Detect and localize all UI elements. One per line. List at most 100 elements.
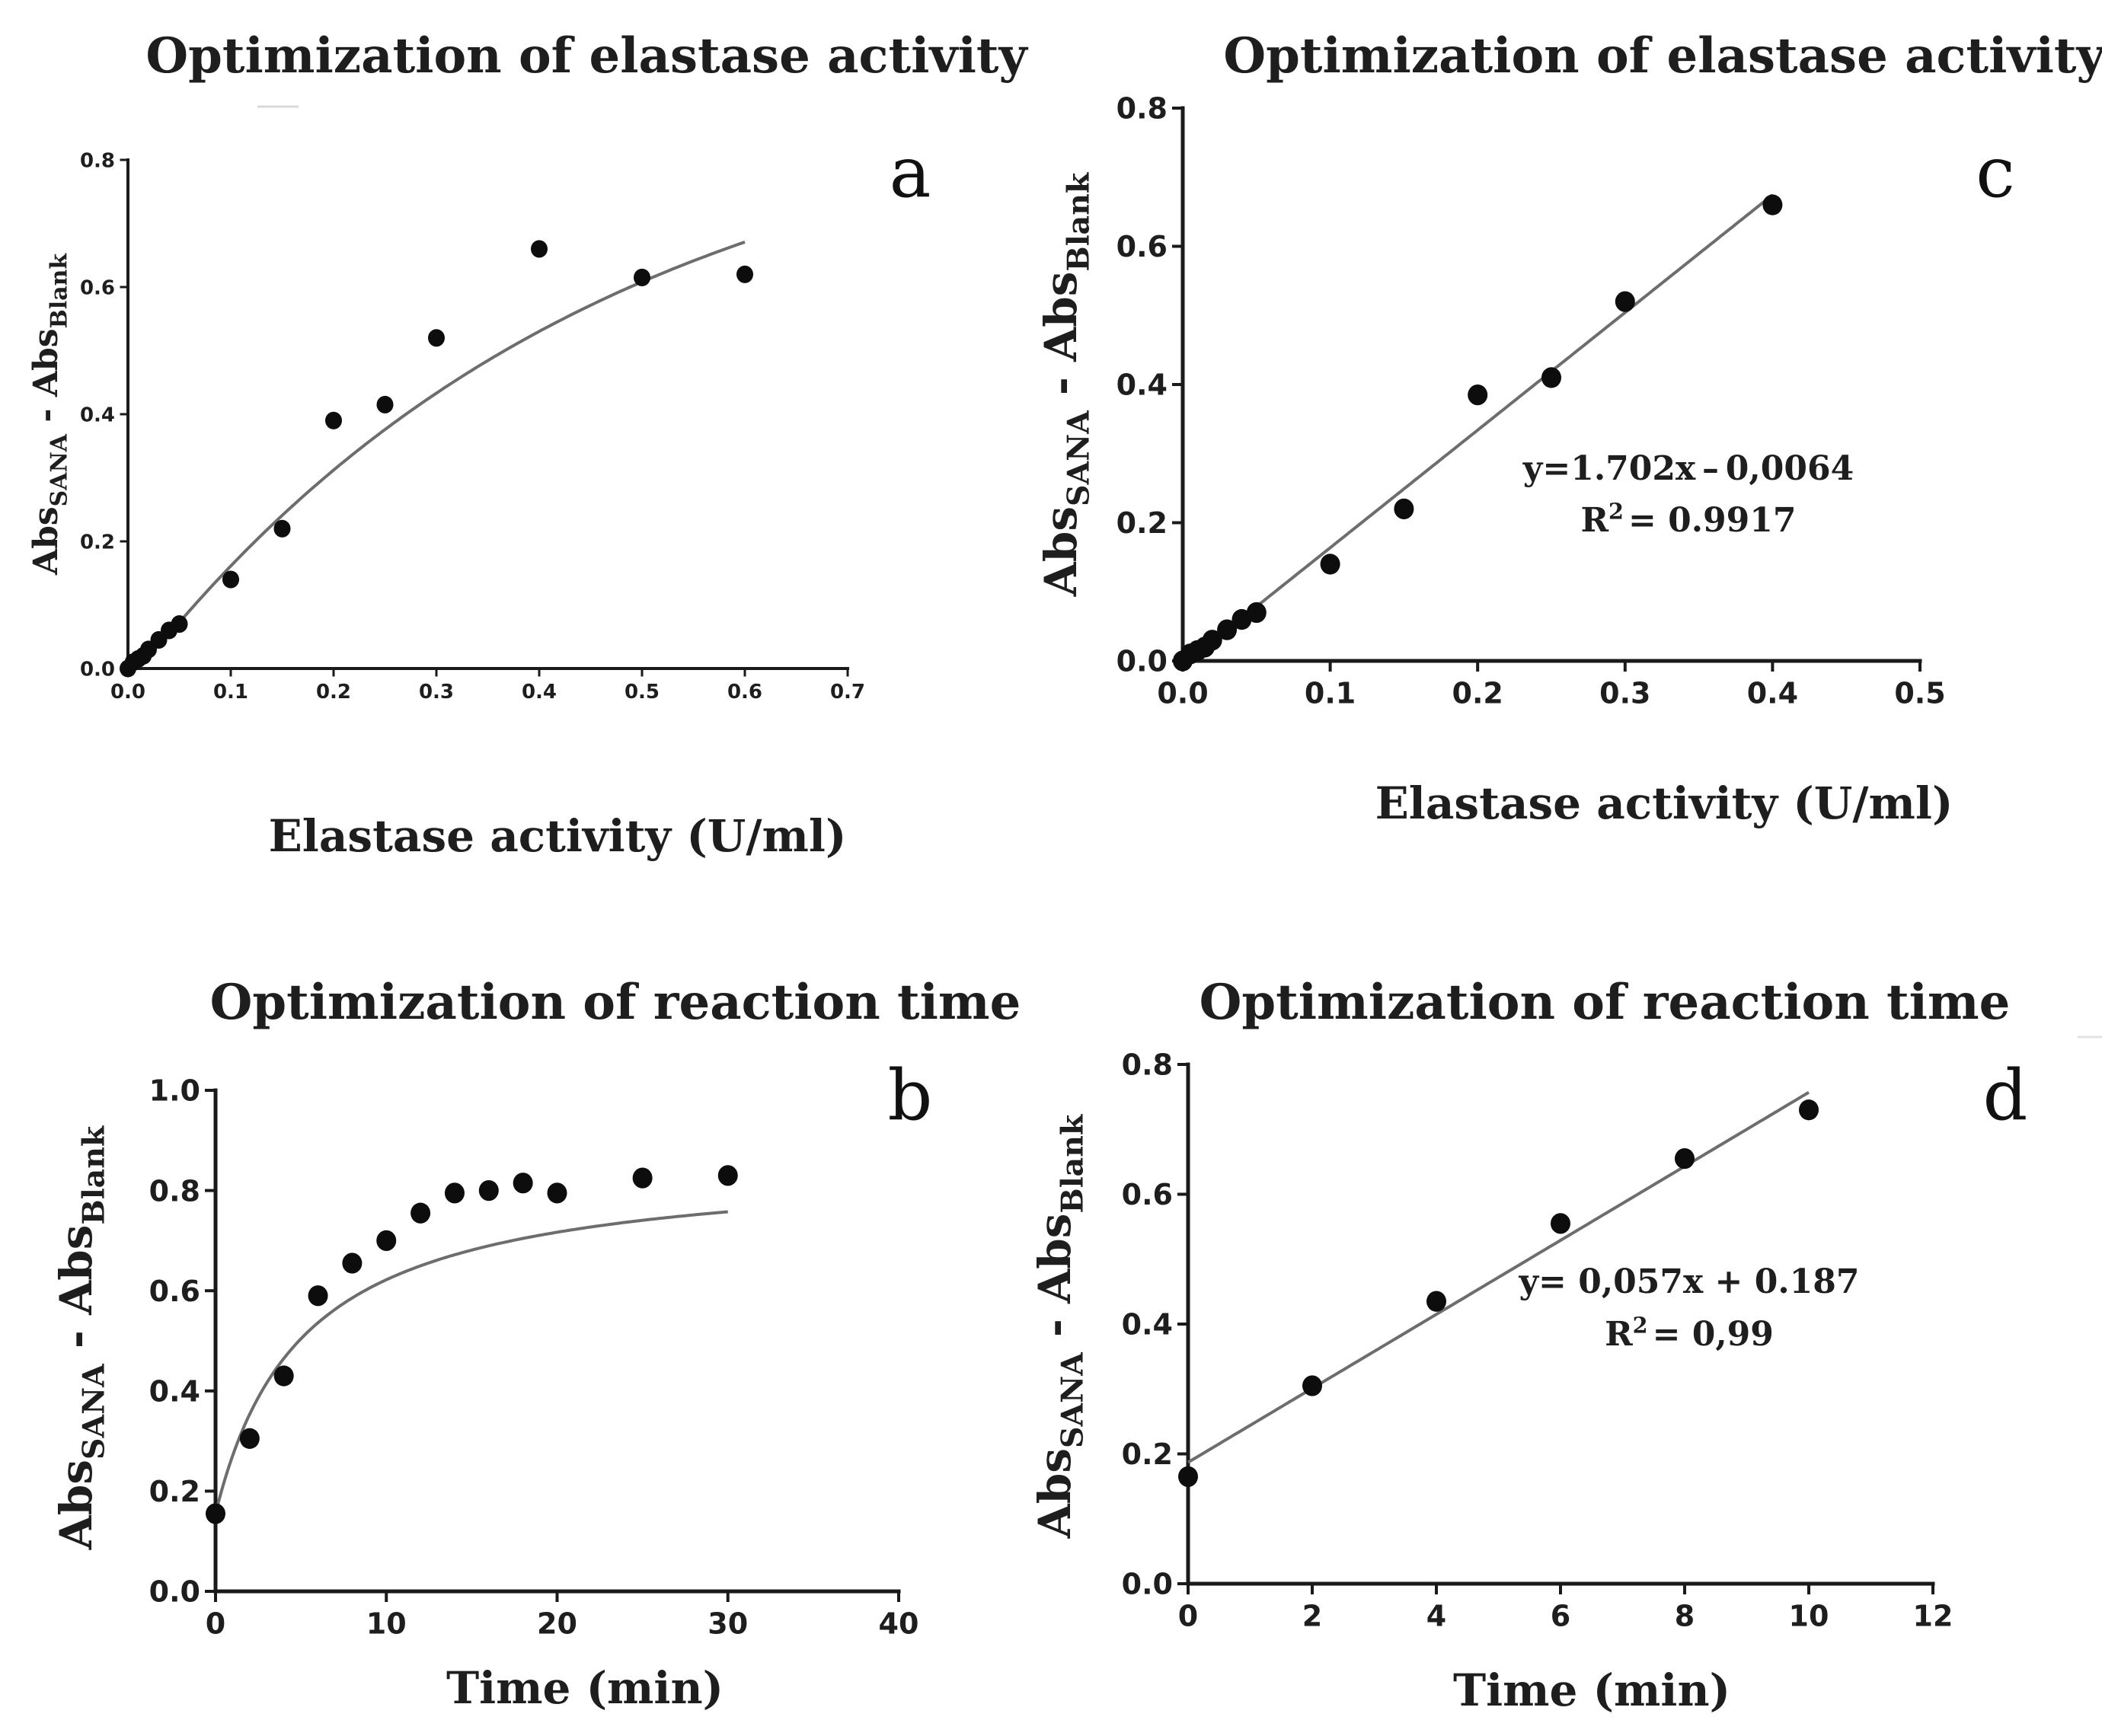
- y-tick-label: 0.2: [149, 1475, 200, 1508]
- data-point: [1615, 291, 1635, 312]
- y-label-minus-abs: - Abs: [50, 1225, 102, 1364]
- data-point: [410, 1202, 431, 1224]
- chart-panel-a: Optimization of elastase activity a 0.0 0.1…: [27, 27, 1028, 862]
- x-tick-label: 2: [1302, 1600, 1322, 1633]
- y-label-sub-blank: Blank: [1061, 172, 1096, 272]
- y-tick-label: 0.2: [1116, 506, 1168, 540]
- y-tick-label: 0.6: [80, 276, 115, 299]
- y-label-sub-blank: Blank: [46, 253, 72, 329]
- y-tick-label: 0.0: [1122, 1568, 1173, 1601]
- chart-panel-d: Optimization of reaction time d 0 2 4 6 8 10 12 0…: [1029, 974, 2027, 1716]
- data-point: [531, 240, 548, 258]
- r-squared-value: = 0,99: [1653, 1315, 1774, 1354]
- x-tick-label: 0.2: [1452, 677, 1503, 710]
- y-axis-label: AbsSANA - AbsBlank: [1035, 172, 1096, 597]
- y-tick-label: 0.6: [149, 1275, 200, 1308]
- y-tick-label: 0.0: [80, 658, 115, 681]
- data-point: [1551, 1213, 1570, 1234]
- panel-label: a: [890, 132, 931, 213]
- r-squared-r: R: [1580, 501, 1608, 540]
- data-point: [1320, 554, 1340, 575]
- data-point: [222, 570, 239, 589]
- y-label-sub-sana: SANA: [76, 1363, 111, 1460]
- x-axis-label: Elastase activity (U/ml): [269, 810, 847, 862]
- data-point: [342, 1253, 363, 1274]
- chart-title: Optimization of reaction time: [210, 974, 1021, 1031]
- data-point: [376, 1230, 397, 1252]
- y-label-minus-abs: - Abs: [1035, 272, 1087, 411]
- data-point: [513, 1173, 533, 1194]
- data-point: [325, 411, 342, 429]
- panel-label: c: [1976, 132, 2015, 213]
- chart-panel-c: Optimization of elastase activity c 0.0 0.1…: [1035, 27, 2102, 829]
- x-tick-label: 0.7: [830, 681, 865, 704]
- data-point: [1468, 384, 1488, 406]
- y-tick-label: 0.6: [1116, 230, 1168, 263]
- y-tick-label: 0.2: [1122, 1438, 1173, 1471]
- fit-line: [126, 241, 746, 670]
- data-point: [1394, 498, 1414, 519]
- data-point: [547, 1182, 567, 1204]
- x-tick-label: 4: [1426, 1600, 1446, 1633]
- x-tick-label: 0: [1178, 1600, 1198, 1633]
- data-point: [1217, 619, 1238, 640]
- y-label-minus-abs: - Abs: [27, 328, 65, 434]
- chart-title: Optimization of elastase activity: [145, 27, 1028, 85]
- x-tick-label: 0: [206, 1607, 225, 1641]
- r-squared-value: = 0.9917: [1628, 501, 1797, 540]
- y-tick-label: 0.8: [80, 149, 115, 172]
- r-squared-r: R: [1605, 1315, 1633, 1354]
- x-tick-label: 6: [1551, 1600, 1570, 1633]
- x-tick-label: 0.1: [213, 681, 248, 704]
- fit-line: [214, 1210, 728, 1514]
- y-label-sub-blank: Blank: [1055, 1114, 1090, 1214]
- data-point: [376, 395, 394, 414]
- panel-label: d: [1983, 1055, 2028, 1136]
- data-point: [1799, 1099, 1819, 1121]
- y-tick-label: 0.6: [1122, 1178, 1173, 1211]
- y-label-sub-sana: SANA: [1055, 1351, 1090, 1448]
- data-point: [1302, 1375, 1322, 1396]
- r-squared-sup: 2: [1608, 498, 1624, 524]
- y-label-abs: Abs: [27, 506, 65, 576]
- y-tick-label: 1.0: [149, 1074, 200, 1108]
- x-axis-label: Time (min): [1453, 1664, 1730, 1716]
- x-tick-label: 10: [366, 1607, 407, 1641]
- y-tick-label: 0.4: [149, 1374, 200, 1408]
- x-tick-label: 0.0: [110, 681, 145, 704]
- x-tick-label: 0.5: [1894, 677, 1945, 710]
- r-squared: R2 = 0.9917: [1580, 498, 1796, 540]
- x-tick-label: 0.4: [1747, 677, 1798, 710]
- data-point: [717, 1165, 738, 1186]
- fit-line: [1181, 193, 1774, 667]
- x-tick-label: 0.3: [1599, 677, 1650, 710]
- y-tick-label: 0.4: [1122, 1308, 1173, 1342]
- x-tick-label: 12: [1913, 1600, 1953, 1633]
- data-point: [1231, 608, 1252, 630]
- data-point: [1762, 194, 1783, 215]
- data-point: [1246, 602, 1267, 624]
- chart-panel-b: Optimization of reaction time b 0 10 20 30 40 0…: [50, 974, 1021, 1714]
- chart-title: Optimization of elastase activity: [1223, 27, 2102, 85]
- data-point: [239, 1428, 260, 1449]
- x-tick-label: 0.6: [727, 681, 762, 704]
- y-label-abs: Abs: [1029, 1448, 1081, 1539]
- y-tick-label: 0.0: [149, 1575, 200, 1609]
- data-point: [1202, 630, 1222, 651]
- x-tick-label: 0.4: [522, 681, 557, 704]
- data-point: [478, 1179, 499, 1201]
- x-tick-label: 0.3: [419, 681, 454, 704]
- data-point: [1178, 1466, 1198, 1487]
- data-point: [273, 519, 291, 538]
- y-tick-label: 0.0: [1116, 645, 1168, 678]
- chart-title: Optimization of reaction time: [1200, 974, 2011, 1031]
- data-point: [1426, 1291, 1446, 1312]
- x-axis-label: Elastase activity (U/ml): [1375, 777, 1953, 829]
- x-tick-label: 0.2: [316, 681, 351, 704]
- x-axis-label: Time (min): [446, 1662, 724, 1714]
- fit-equation: y=1.702x – 0,0064: [1522, 449, 1854, 488]
- y-tick-label: 0.8: [1122, 1048, 1173, 1082]
- data-point: [308, 1285, 328, 1307]
- y-axis-label: AbsSANA - AbsBlank: [1029, 1114, 1090, 1539]
